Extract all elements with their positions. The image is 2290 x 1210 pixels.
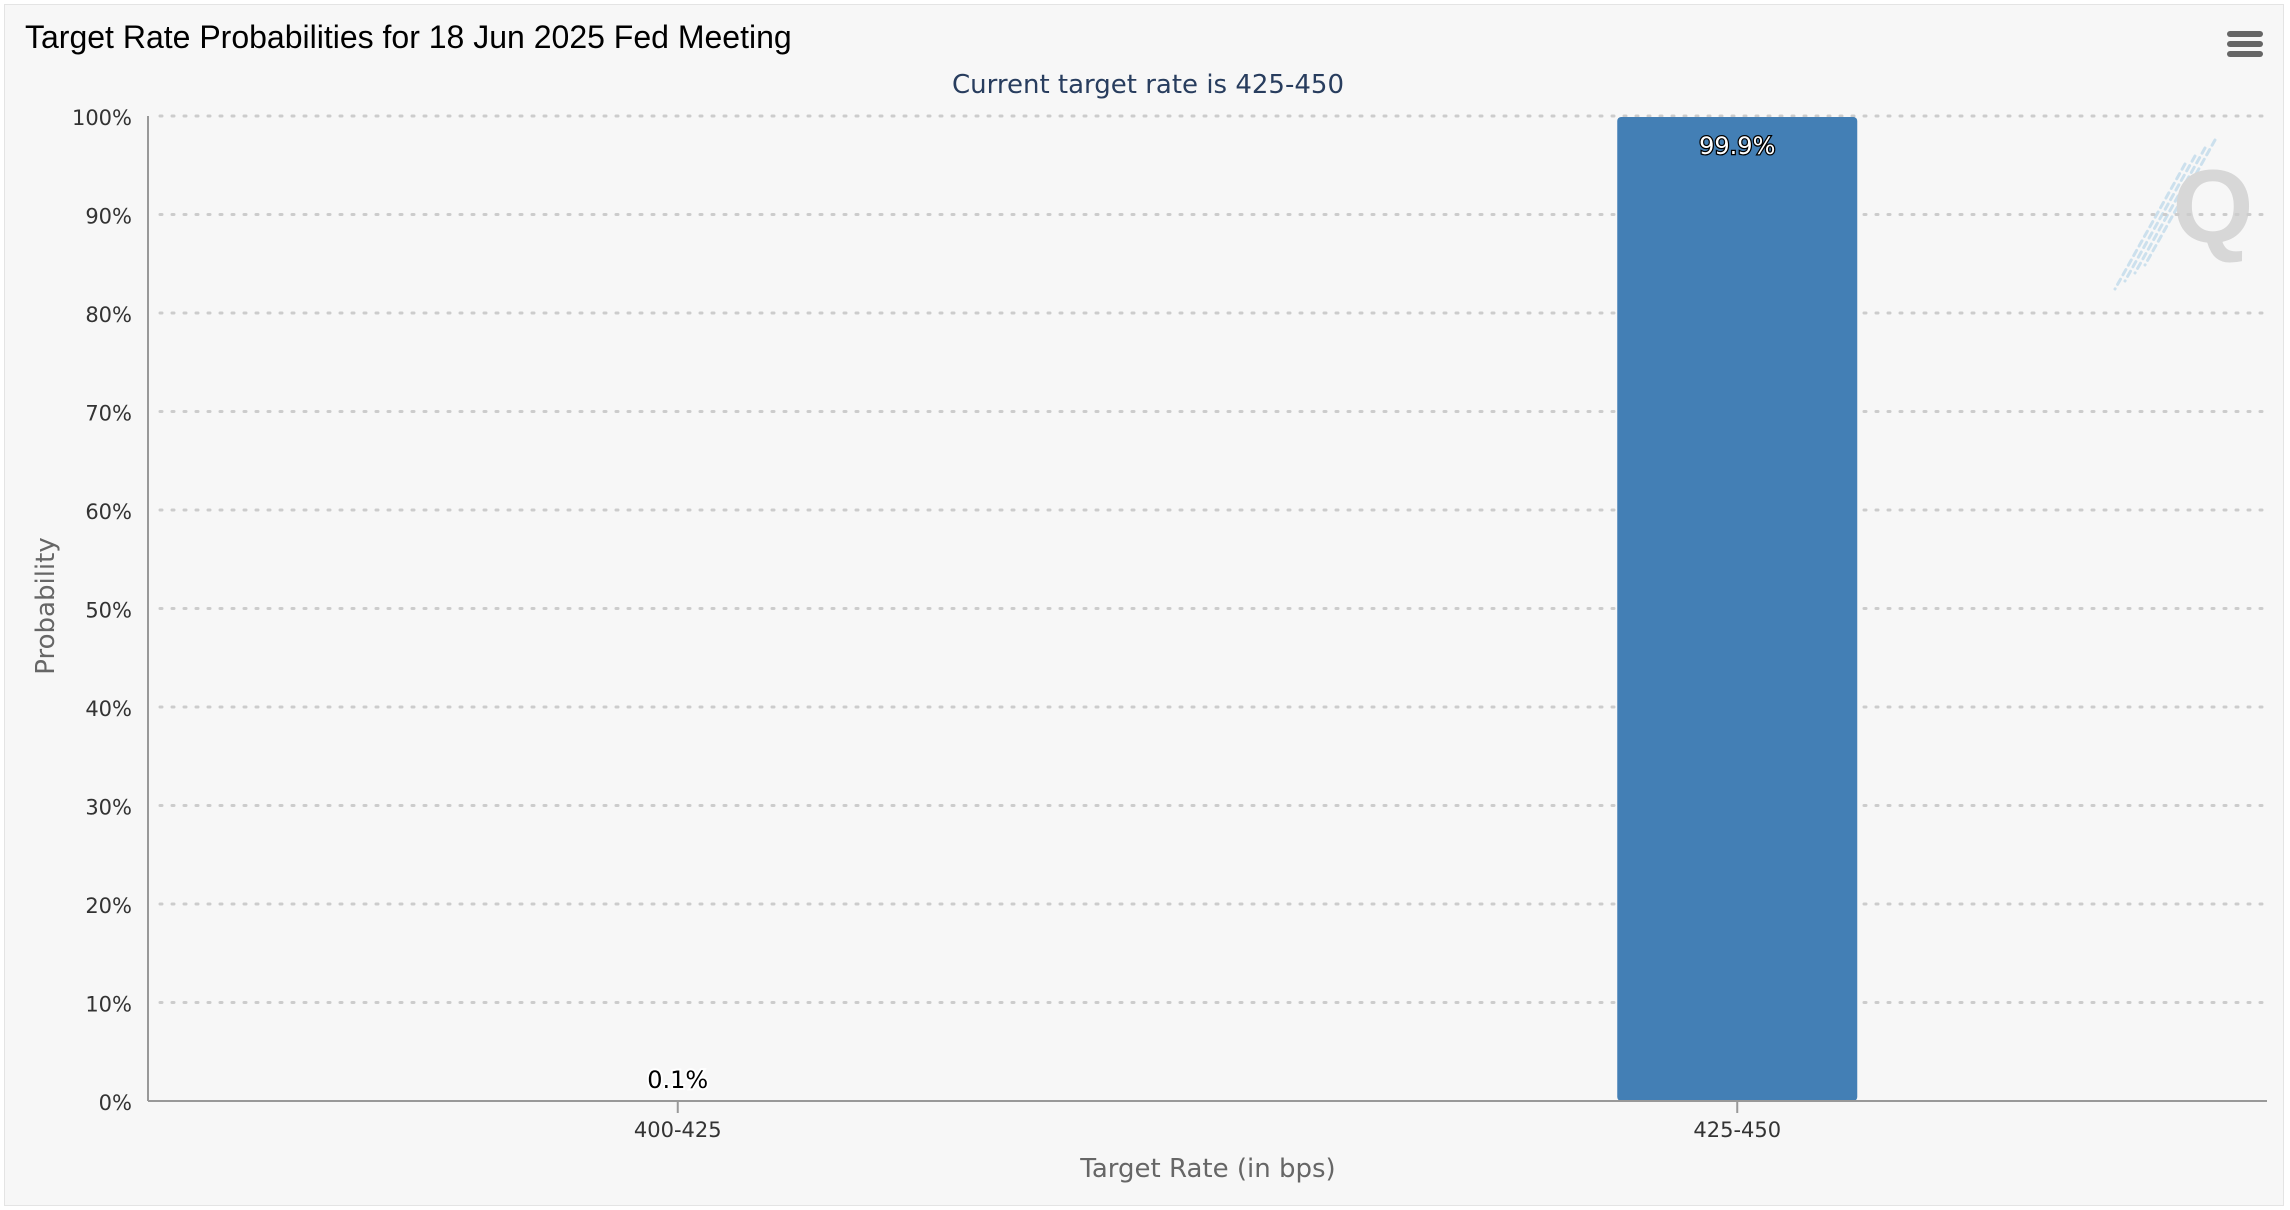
y-tick-label: 100% [72,106,132,130]
y-tick-label: 70% [85,402,132,426]
grid-lines [158,114,2269,1004]
y-tick-label: 30% [85,796,132,820]
watermark-streak [2143,138,2217,267]
y-tick-label: 90% [85,205,132,229]
x-axis: 400-425 425-450 [148,1100,2267,1142]
watermark-streak [2113,162,2187,291]
y-tick-label: 40% [85,697,132,721]
y-tick-label: 50% [85,599,132,623]
y-axis: 0% 10% 20% 30% 40% 50% 60% 70% 80% 90% 100% [72,106,149,1115]
x-tick-label-400-425: 400-425 [634,1118,722,1142]
chart-container: Target Rate Probabilities for 18 Jun 202… [4,4,2284,1206]
y-tick-label: 60% [85,500,132,524]
y-tick-label: 80% [85,303,132,327]
y-axis-title: Probability [31,537,61,674]
svg-text:Q: Q [2173,149,2254,265]
x-axis-title: Target Rate (in bps) [1079,1154,1335,1184]
bar-series: 0.1% 99.9% [557,116,1858,1102]
chart-title: Target Rate Probabilities for 18 Jun 202… [25,19,792,55]
quikstrike-q-logo-icon: Q [2113,138,2254,291]
bar-425-450 [1617,116,1858,1102]
hamburger-menu-icon[interactable] [2227,31,2263,61]
y-tick-label: 10% [85,993,132,1017]
y-tick-label: 20% [85,894,132,918]
watermark-streak [2133,146,2207,275]
x-tick-label-425-450: 425-450 [1693,1118,1781,1142]
watermark-streak [2123,154,2197,283]
data-label-425-450: 99.9% [1699,132,1775,160]
chart-subtitle: Current target rate is 425-450 [952,70,1344,100]
data-label-400-425: 0.1% [647,1066,708,1094]
y-tick-label: 0% [99,1091,132,1115]
